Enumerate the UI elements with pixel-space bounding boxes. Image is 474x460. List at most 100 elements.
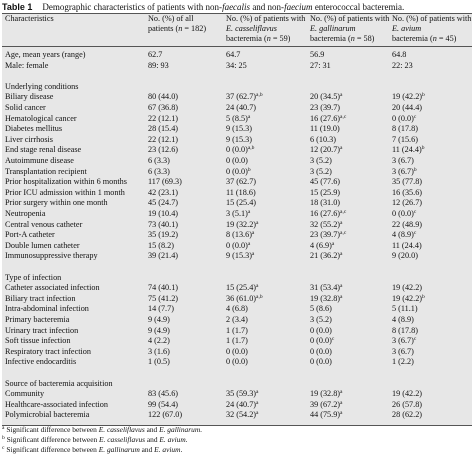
row-value: 14 (7.7) — [148, 304, 174, 314]
row-value: 22 (48.9) — [392, 220, 422, 230]
header-gal-species: E. gallinarum — [310, 24, 356, 33]
row-value: 1 (1.7) — [226, 336, 248, 346]
row-label: Source of bacteremia acquisition — [5, 379, 113, 389]
header-avi-species: E. avium — [392, 24, 422, 33]
row-value: 64.8 — [392, 50, 406, 60]
row-value: 45 (24.7) — [148, 198, 178, 208]
cell-text: 14 (7.7) — [148, 304, 174, 314]
row-value: 22 (12.1) — [148, 114, 178, 124]
row-label: Healthcare-associated infection — [5, 400, 108, 410]
cell-text: 19 (32.8) — [310, 389, 341, 399]
row-value: 22 (12.1) — [148, 135, 178, 145]
row-value: 11 (18.6) — [226, 188, 256, 198]
row-value: 0 (0.0) — [310, 326, 332, 336]
table-footnotes: a Significant difference between E. cass… — [2, 425, 472, 455]
cell-text: 99 (54.4) — [148, 399, 179, 409]
significance-mark: a,b — [256, 92, 263, 99]
table-row: Community 83 (45.6) 35 (59.3)a 19 (32.8)a 19… — [2, 389, 472, 399]
row-value: 74 (40.1) — [148, 283, 178, 293]
table-row: Transplantation recipient 6 (3.3) 0 (0.0)b… — [2, 167, 472, 177]
cell-text: 20 (44.4) — [392, 103, 423, 112]
row-value: 9 (20.0) — [392, 251, 418, 261]
significance-mark: a — [256, 389, 259, 396]
cell-text: 11 (19.0) — [310, 124, 340, 134]
row-value: 4 (2.2) — [148, 336, 170, 346]
row-value: 1 (2.2) — [392, 357, 414, 367]
cell-text: 27: 31 — [310, 60, 331, 70]
significance-mark: a,c — [340, 209, 347, 215]
cell-text: 4 (2.2) — [148, 336, 170, 346]
table-row: Prior hospitalization within 6 months 117… — [2, 177, 472, 187]
cell-text: 2 (3.4) — [226, 315, 248, 324]
row-value: 1 (1.7) — [226, 326, 248, 336]
row-value: 9 (15.3) — [226, 124, 252, 134]
cell-text: Type of infection — [5, 272, 62, 282]
cell-text: Age, mean years (range) — [5, 50, 86, 59]
cell-text: 3 (1.6) — [148, 346, 170, 356]
table-row — [2, 262, 472, 272]
significance-mark: b — [247, 166, 251, 173]
cell-text: 3 (5.2) — [310, 156, 332, 165]
table-row: Primary bacteremia 9 (4.9) 2 (3.4) 3 (5.2) 4… — [2, 315, 472, 325]
row-value: 45 (77.6) — [310, 177, 340, 187]
cell-text: 16 (27.6) — [310, 113, 341, 123]
cell-text: 15 (25.4) — [226, 283, 257, 293]
cell-text: 45 (24.7) — [148, 198, 179, 208]
cell-text: Neutropenia — [5, 209, 46, 218]
cell-text: 89: 93 — [148, 60, 169, 70]
row-value: 20 (44.4) — [392, 103, 422, 113]
header-gal-count: = 58) — [354, 34, 375, 43]
row-value: 0 (0.0)a — [226, 241, 250, 251]
table-row: Underlying conditions — [2, 82, 472, 92]
table-row — [2, 71, 472, 81]
cell-text: 19 (10.4) — [148, 209, 179, 218]
row-value: 0 (0.0) — [226, 156, 248, 166]
significance-mark: a — [340, 251, 343, 258]
row-value: 75 (41.2) — [148, 294, 178, 304]
row-value: 15 (25.9) — [310, 188, 340, 198]
row-label: Urinary tract infection — [5, 326, 78, 336]
header-cas-line1: No. (%) of patients with — [226, 14, 306, 23]
row-value: 0 (0.0) — [226, 347, 248, 357]
cell-text: 80 (44.0) — [148, 92, 179, 102]
cell-text: 3 (6.7) — [392, 336, 414, 346]
cell-text: 1 (2.2) — [392, 357, 414, 367]
row-value: 0 (0.0)a,b — [226, 145, 254, 155]
cell-text: 1 (0.5) — [148, 357, 170, 367]
footnote-mark: a — [2, 425, 5, 431]
row-label: Immunosuppressive therapy — [5, 251, 98, 261]
cell-text: 23 (39.7) — [310, 230, 341, 240]
cell-text: 73 (40.1) — [148, 219, 179, 229]
row-value: 56.9 — [310, 50, 324, 60]
row-label: Diabetes mellitus — [5, 124, 62, 134]
footnote-text: and — [139, 445, 155, 454]
cell-text: 3 (6.7) — [392, 346, 414, 356]
row-value: 15 (25.4) — [226, 198, 256, 208]
footnote-species: E. avium — [159, 435, 186, 444]
cell-text: 6 (3.3) — [148, 166, 170, 176]
significance-mark: a — [340, 389, 343, 396]
row-label: Hematological cancer — [5, 114, 77, 124]
table-row: Immunosuppressive therapy 39 (21.4) 9 (15.… — [2, 251, 472, 261]
row-label: Prior ICU admission within 1 month — [5, 188, 125, 198]
header-gal-line1: No. (%) of patients with — [310, 14, 390, 23]
cell-text: 45 (77.6) — [310, 177, 341, 187]
row-value: 28 (62.2) — [392, 410, 422, 420]
footnote: c Significant difference between E. gall… — [2, 445, 472, 455]
cell-text: 67 (36.8) — [148, 103, 179, 112]
cell-text: 16 (27.6) — [310, 209, 341, 218]
significance-mark: a — [256, 283, 259, 290]
significance-mark: b — [422, 293, 425, 300]
cell-text: Biliary tract infection — [5, 293, 76, 303]
row-value: 67 (36.8) — [148, 103, 178, 113]
cell-text: 4 (8.9) — [392, 315, 414, 324]
significance-mark: c — [331, 336, 335, 343]
row-label: Age, mean years (range) — [5, 50, 85, 60]
row-label: Respiratory tract infection — [5, 347, 91, 357]
caption-species-2: faecium — [284, 2, 313, 12]
row-label: Liver cirrhosis — [5, 135, 53, 145]
row-value: 22: 23 — [392, 61, 413, 71]
row-value: 7 (15.6) — [392, 135, 418, 145]
table-row: Soft tissue infection 4 (2.2) 1 (1.7) 0 (0.… — [2, 336, 472, 346]
significance-mark: a — [340, 410, 343, 417]
